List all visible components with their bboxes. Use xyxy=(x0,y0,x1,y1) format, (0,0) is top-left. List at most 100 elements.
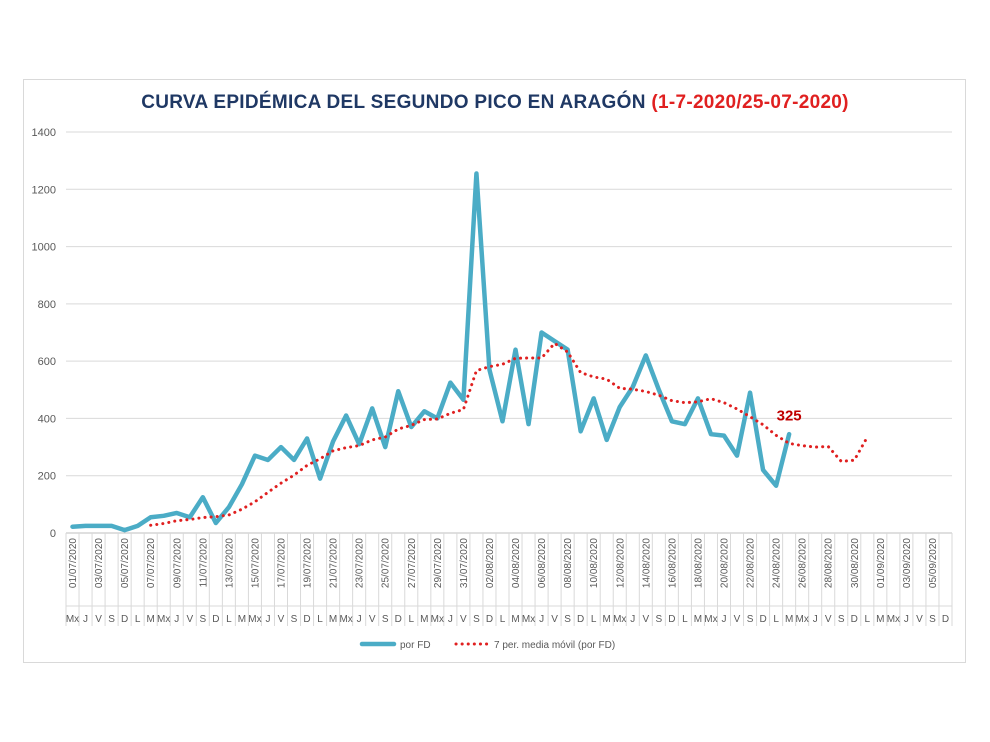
x-date-label: 06/08/2020 xyxy=(537,538,548,588)
x-weekday-label: Mx xyxy=(522,614,535,625)
series-line-moving-average xyxy=(149,341,869,527)
x-weekday-label: L xyxy=(408,614,414,625)
x-weekday-label: S xyxy=(382,614,389,625)
x-date-label: 13/07/2020 xyxy=(224,538,235,588)
x-date-label: 20/08/2020 xyxy=(719,538,730,588)
x-date-label: 02/08/2020 xyxy=(485,538,496,588)
x-weekday-label: D xyxy=(486,614,493,625)
x-date-label: 21/07/2020 xyxy=(329,538,340,588)
x-date-label: 30/08/2020 xyxy=(850,538,861,588)
x-weekday-label: J xyxy=(265,614,270,625)
x-weekday-label: M xyxy=(603,614,611,625)
chart-title-main: CURVA EPIDÉMICA DEL SEGUNDO PICO EN ARAG… xyxy=(141,92,646,113)
x-weekday-label: L xyxy=(591,614,597,625)
y-tick-label: 200 xyxy=(38,471,56,483)
x-weekday-label: J xyxy=(539,614,544,625)
y-tick-label: 1200 xyxy=(32,184,56,196)
x-weekday-label: L xyxy=(682,614,688,625)
x-weekday-label: L xyxy=(226,614,232,625)
x-weekday-label: S xyxy=(564,614,571,625)
x-date-label: 26/08/2020 xyxy=(798,538,809,588)
legend-label-por-fd: por FD xyxy=(400,640,431,651)
x-weekday-label: S xyxy=(108,614,115,625)
x-weekday-label: M xyxy=(511,614,519,625)
x-date-label: 05/07/2020 xyxy=(120,538,131,588)
x-date-label: 03/09/2020 xyxy=(902,538,913,588)
x-weekday-label: V xyxy=(186,614,193,625)
x-date-label: 17/07/2020 xyxy=(276,538,287,588)
chart-title: CURVA EPIDÉMICA DEL SEGUNDO PICO EN ARAG… xyxy=(0,92,990,114)
x-date-label: 11/07/2020 xyxy=(198,538,209,588)
x-weekday-label: V xyxy=(916,614,923,625)
x-date-label: 12/08/2020 xyxy=(615,538,626,588)
x-weekday-label: S xyxy=(838,614,845,625)
x-date-label: 25/07/2020 xyxy=(381,538,392,588)
x-weekday-label: J xyxy=(721,614,726,625)
x-weekday-label: D xyxy=(668,614,675,625)
x-weekday-label: D xyxy=(851,614,858,625)
x-date-label: 28/08/2020 xyxy=(824,538,835,588)
x-date-label: 24/08/2020 xyxy=(772,538,783,588)
x-date-label: 16/08/2020 xyxy=(667,538,678,588)
x-weekday-label: Mx xyxy=(339,614,352,625)
x-weekday-label: L xyxy=(773,614,779,625)
x-weekday-label: D xyxy=(121,614,128,625)
x-date-label: 07/07/2020 xyxy=(146,538,157,588)
x-weekday-label: Mx xyxy=(66,614,79,625)
x-weekday-label: S xyxy=(747,614,754,625)
x-weekday-label: S xyxy=(291,614,298,625)
y-tick-label: 1000 xyxy=(32,242,56,254)
x-weekday-label: M xyxy=(785,614,793,625)
x-weekday-label: J xyxy=(630,614,635,625)
x-date-label: 10/08/2020 xyxy=(589,538,600,588)
x-weekday-label: Mx xyxy=(431,614,444,625)
x-date-label: 01/07/2020 xyxy=(68,538,79,588)
y-tick-label: 1400 xyxy=(32,127,56,139)
x-weekday-label: M xyxy=(420,614,428,625)
x-date-label: 14/08/2020 xyxy=(641,538,652,588)
x-weekday-label: J xyxy=(174,614,179,625)
x-date-label: 29/07/2020 xyxy=(433,538,444,588)
chart-title-range: (1-7-2020/25-07-2020) xyxy=(651,92,849,113)
x-date-label: 08/08/2020 xyxy=(563,538,574,588)
x-weekday-label: Mx xyxy=(704,614,717,625)
x-weekday-label: V xyxy=(369,614,376,625)
x-weekday-label: M xyxy=(694,614,702,625)
x-weekday-label: L xyxy=(500,614,506,625)
x-weekday-label: L xyxy=(865,614,871,625)
x-weekday-label: V xyxy=(825,614,832,625)
y-tick-label: 400 xyxy=(38,413,56,425)
x-weekday-label: V xyxy=(734,614,741,625)
x-weekday-label: Mx xyxy=(613,614,626,625)
x-weekday-label: J xyxy=(448,614,453,625)
x-date-label: 19/07/2020 xyxy=(303,538,314,588)
x-weekday-label: J xyxy=(813,614,818,625)
x-weekday-label: V xyxy=(551,614,558,625)
x-weekday-label: V xyxy=(642,614,649,625)
x-weekday-label: D xyxy=(395,614,402,625)
series-line-por-fd xyxy=(70,171,792,533)
x-weekday-label: S xyxy=(929,614,936,625)
x-weekday-label: D xyxy=(212,614,219,625)
x-date-label: 23/07/2020 xyxy=(355,538,366,588)
x-weekday-label: S xyxy=(656,614,663,625)
x-weekday-label: D xyxy=(759,614,766,625)
x-weekday-label: V xyxy=(278,614,285,625)
x-date-label: 04/08/2020 xyxy=(511,538,522,588)
x-date-label: 09/07/2020 xyxy=(172,538,183,588)
x-weekday-label: D xyxy=(577,614,584,625)
x-date-label: 27/07/2020 xyxy=(407,538,418,588)
legend-label-moving-average: 7 per. media móvil (por FD) xyxy=(494,640,615,651)
x-weekday-label: D xyxy=(303,614,310,625)
x-weekday-label: Mx xyxy=(248,614,261,625)
x-weekday-label: L xyxy=(317,614,323,625)
x-weekday-label: V xyxy=(95,614,102,625)
x-date-label: 01/09/2020 xyxy=(876,538,887,588)
x-date-label: 18/08/2020 xyxy=(693,538,704,588)
x-weekday-label: L xyxy=(135,614,141,625)
x-weekday-label: M xyxy=(876,614,884,625)
x-date-label: 15/07/2020 xyxy=(250,538,261,588)
y-tick-label: 600 xyxy=(38,356,56,368)
x-weekday-label: D xyxy=(942,614,949,625)
